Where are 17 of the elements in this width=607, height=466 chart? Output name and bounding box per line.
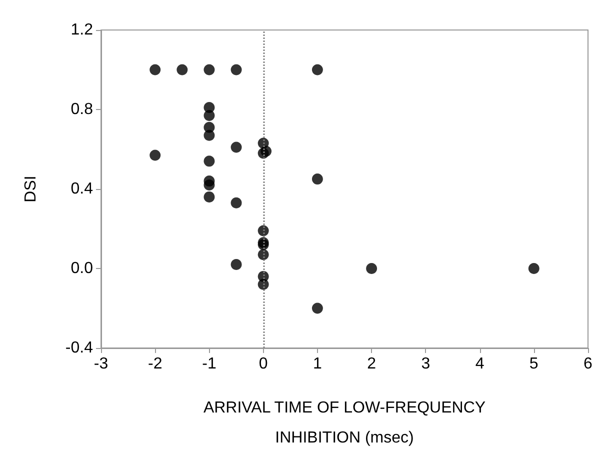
x-tick-label: 1 [312, 356, 322, 372]
x-tick-label: 2 [367, 356, 376, 372]
y-tick-label: -0.4 [65, 340, 94, 356]
x-tick-label: 3 [421, 356, 430, 372]
y-tick-label: 0.0 [70, 260, 94, 277]
y-tick-label: 0.8 [70, 101, 94, 118]
x-tick-label: -2 [148, 356, 162, 372]
y-tick-label: 1.2 [70, 22, 94, 38]
y-tick-label: 0.4 [70, 180, 94, 198]
y-axis-title: DSI [22, 176, 40, 202]
x-tick-label: 6 [584, 356, 593, 372]
x-axis-title: ARRIVAL TIME OF LOW-FREQUENCY INHIBITION (msec) [203, 400, 486, 446]
x-tick-label: 5 [529, 356, 538, 372]
x-tick-label: 0 [258, 356, 268, 372]
x-tick-label: -1 [202, 356, 216, 372]
x-tick-label: 4 [475, 356, 484, 372]
x-tick-label: -3 [94, 356, 108, 372]
